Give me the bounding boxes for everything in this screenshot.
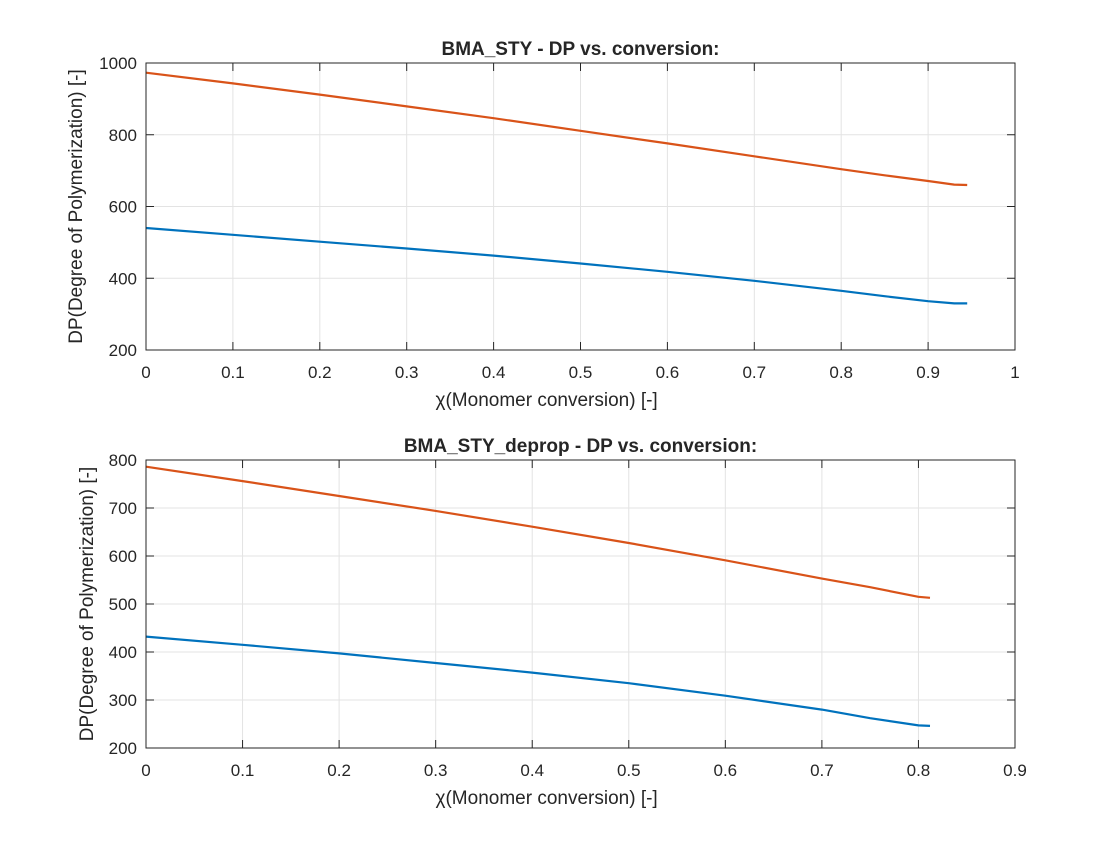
x-tick-label: 0.5 (569, 363, 593, 382)
y-tick-label: 600 (109, 198, 137, 217)
x-tick-label: 0.7 (742, 363, 766, 382)
y-tick-label: 700 (109, 499, 137, 518)
y-axis-label: DP(Degree of Polymerization) [-] (66, 69, 87, 344)
y-tick-label: 200 (109, 341, 137, 360)
series-line-2 (145, 71, 968, 187)
x-tick-label: 0.2 (308, 363, 332, 382)
x-tick-label: 1 (1010, 363, 1019, 382)
x-tick-label: 0.8 (907, 761, 931, 780)
x-tick-label: 0.1 (231, 761, 255, 780)
y-tick-label: 400 (109, 643, 137, 662)
x-axis-label: χ(Monomer conversion) [-] (436, 788, 658, 809)
chart-title: BMA_STY - DP vs. conversion: (441, 39, 719, 60)
x-tick-label: 0.3 (395, 363, 419, 382)
axes-box (145, 459, 1016, 749)
x-tick-label: 0.4 (482, 363, 506, 382)
chart-title: BMA_STY_deprop - DP vs. conversion: (404, 436, 757, 457)
x-tick-label: 0.9 (916, 363, 940, 382)
series-line-1 (145, 635, 931, 727)
x-tick-label: 0.3 (424, 761, 448, 780)
x-tick-label: 0.6 (656, 363, 680, 382)
axes-box (145, 62, 1016, 351)
y-tick-label: 600 (109, 547, 137, 566)
y-tick-label: 200 (109, 739, 137, 758)
x-axis-label: χ(Monomer conversion) [-] (436, 390, 658, 411)
x-tick-label: 0.1 (221, 363, 245, 382)
y-axis-label: DP(Degree of Polymerization) [-] (77, 467, 98, 742)
y-tick-label: 800 (109, 126, 137, 145)
y-tick-label: 1000 (99, 54, 137, 73)
y-tick-label: 300 (109, 691, 137, 710)
y-tick-label: 500 (109, 595, 137, 614)
x-tick-label: 0.9 (1003, 761, 1027, 780)
x-tick-label: 0.6 (714, 761, 738, 780)
x-tick-label: 0 (141, 363, 150, 382)
x-tick-label: 0.7 (810, 761, 834, 780)
x-tick-label: 0 (141, 761, 150, 780)
series-line-1 (145, 226, 968, 305)
x-tick-label: 0.4 (520, 761, 544, 780)
x-tick-label: 0.8 (829, 363, 853, 382)
y-tick-label: 400 (109, 269, 137, 288)
y-tick-label: 800 (109, 451, 137, 470)
series-line-2 (145, 465, 931, 599)
x-tick-label: 0.5 (617, 761, 641, 780)
x-tick-label: 0.2 (327, 761, 351, 780)
